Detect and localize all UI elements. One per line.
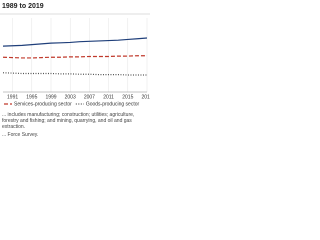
series-line: [2, 55, 147, 59]
x-tick-label: 2019: [141, 94, 150, 100]
chart: 1989 to 2019 1991 1995 1999 2003 2007 2011 201…: [0, 3, 150, 138]
legend-label: Services-producing sector: [14, 101, 72, 107]
x-tick-label: 1991: [7, 94, 18, 100]
x-tick-label: 2007: [84, 94, 95, 100]
footnote: ... includes manufacturing; construction…: [2, 112, 135, 130]
x-tick-label: 2011: [103, 94, 114, 100]
x-tick-label: 2015: [122, 94, 133, 100]
footnote-text: ... Force Survey.: [2, 132, 39, 138]
footnote: ... Force Survey.: [2, 132, 39, 138]
x-tick-label: 1995: [26, 94, 37, 100]
x-tick-label: 2003: [65, 94, 76, 100]
legend-label: Goods-producing sector: [86, 101, 140, 107]
footnote-text: ... includes manufacturing; construction…: [2, 112, 135, 130]
page: 1989 to 2019 1991 1995 1999 2003 2007 2011 201…: [0, 2, 150, 138]
series-line: [2, 37, 148, 47]
x-tick-label: 1999: [45, 94, 56, 100]
chart-title: 1989 to 2019: [2, 3, 44, 10]
series-line: [2, 72, 147, 76]
